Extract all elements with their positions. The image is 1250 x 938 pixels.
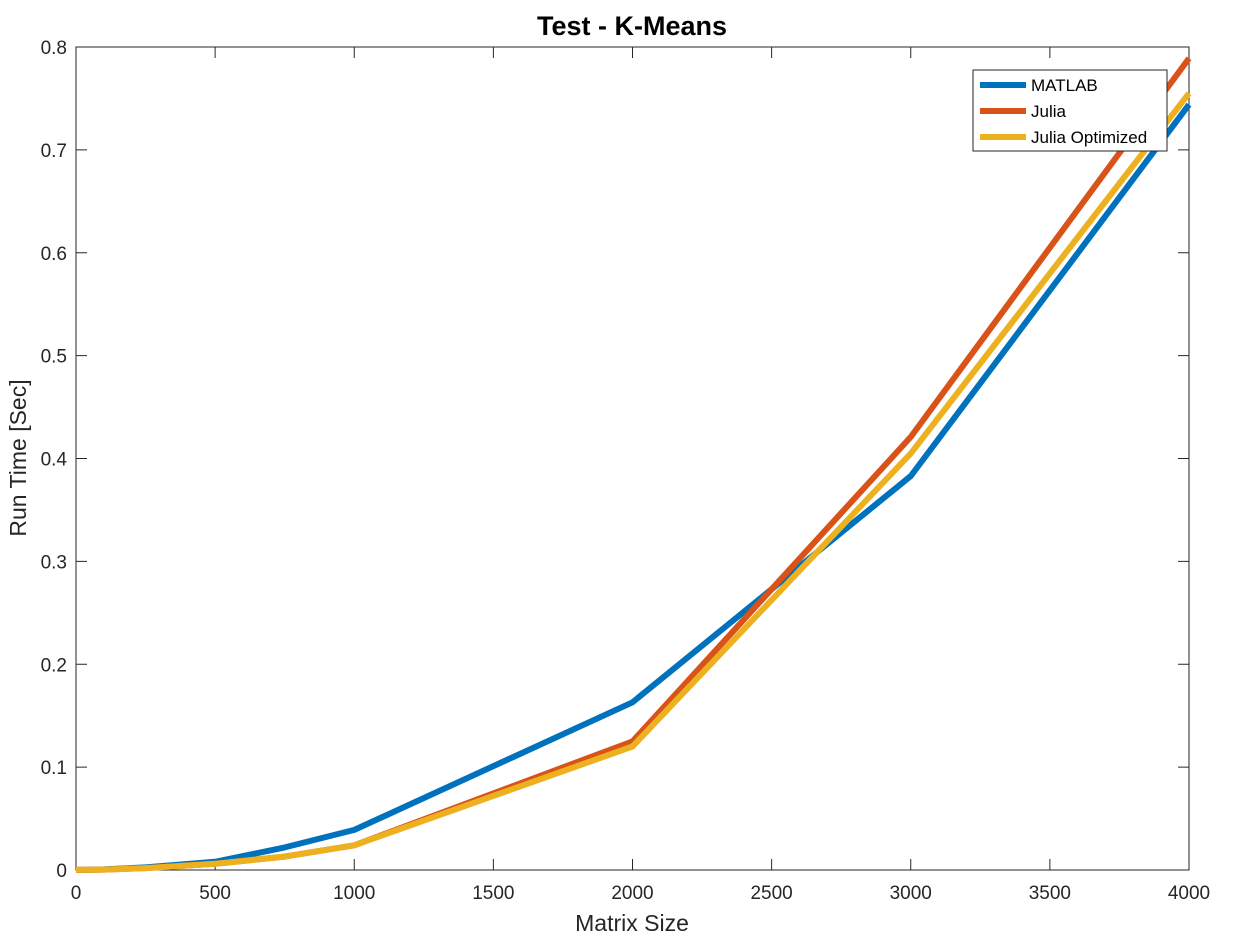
x-tick-label: 1500 — [472, 883, 514, 904]
y-tick-label: 0.6 — [41, 244, 67, 265]
chart-title: Test - K-Means — [537, 11, 727, 41]
x-tick-label: 2500 — [750, 883, 792, 904]
y-tick-label: 0.5 — [41, 347, 67, 368]
x-tick-label: 4000 — [1168, 883, 1210, 904]
y-tick-label: 0.1 — [41, 758, 67, 779]
axes-box — [75, 46, 1190, 871]
x-tick-label: 1000 — [333, 883, 375, 904]
x-axis: 0 500 1000 1500 2000 2500 3000 3500 4000 — [71, 47, 1210, 904]
series-line-julia-optimized — [75, 91, 1192, 873]
series-lines — [75, 56, 1192, 873]
x-tick-label: 0 — [71, 883, 82, 904]
y-tick-label: 0 — [56, 861, 67, 882]
y-tick-label: 0.7 — [41, 141, 67, 162]
legend-label: Julia — [1031, 102, 1067, 121]
plot-area: 0 500 1000 1500 2000 2500 3000 3500 4000 0 0.1 0.2… — [41, 38, 1211, 904]
y-axis-label: Run Time [Sec] — [5, 379, 31, 536]
y-tick-label: 0.2 — [41, 655, 67, 676]
y-axis: 0 0.1 0.2 0.3 0.4 0.5 0.6 0.7 0.8 — [41, 38, 1189, 882]
x-tick-label: 3000 — [890, 883, 932, 904]
x-axis-label: Matrix Size — [575, 910, 689, 936]
x-tick-label: 2000 — [611, 883, 653, 904]
y-tick-label: 0.8 — [41, 38, 67, 59]
legend: MATLAB Julia Julia Optimized — [972, 69, 1168, 152]
y-tick-label: 0.3 — [41, 552, 67, 573]
y-tick-label: 0.4 — [41, 450, 68, 471]
x-tick-label: 500 — [199, 883, 231, 904]
x-tick-label: 3500 — [1029, 883, 1071, 904]
legend-label: MATLAB — [1031, 76, 1098, 95]
legend-label: Julia Optimized — [1031, 128, 1147, 147]
